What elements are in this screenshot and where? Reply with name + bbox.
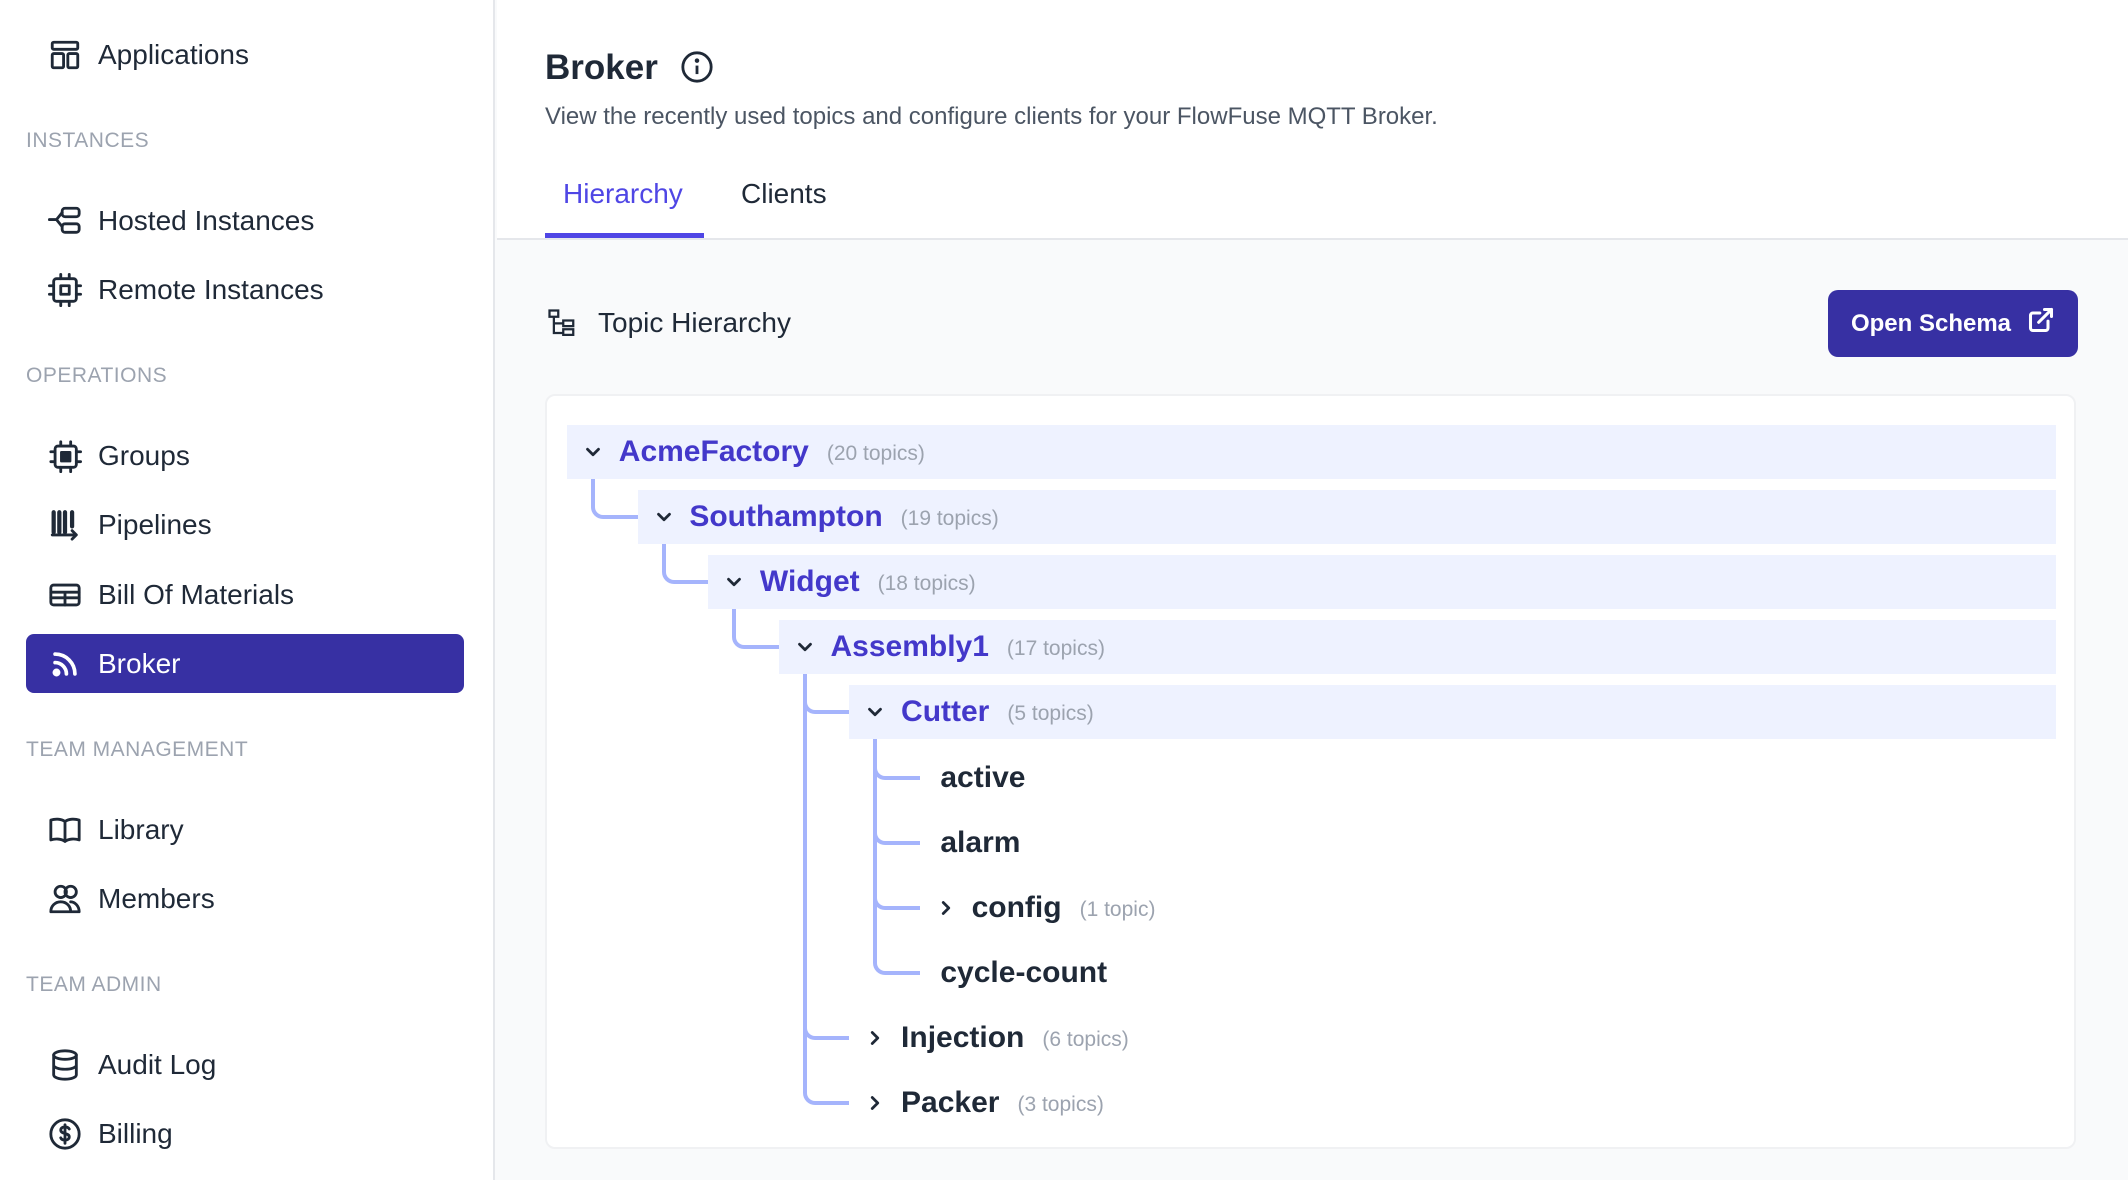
topic-name: Packer <box>901 1086 1000 1120</box>
sidebar-item-label: Audit Log <box>98 1048 217 1080</box>
topic-name: Assembly1 <box>830 630 989 664</box>
topic-name: config <box>971 890 1062 924</box>
topic-name: Cutter <box>901 695 990 729</box>
tab-hierarchy[interactable]: Hierarchy <box>563 178 683 209</box>
hierarchy-icon <box>547 308 577 343</box>
sidebar-item-label: Billing <box>98 1117 173 1149</box>
topic-count: (3 topics) <box>1017 1093 1104 1117</box>
topic-count: (20 topics) <box>826 441 925 465</box>
topic-count: (18 topics) <box>877 572 976 596</box>
tree-node[interactable]: config (1 topic) <box>920 881 2056 935</box>
topic-count: (19 topics) <box>900 507 999 531</box>
sidebar-item-members[interactable]: Members <box>26 869 464 928</box>
tree-node[interactable]: Southampton (19 topics) <box>637 490 2056 545</box>
tree-node[interactable]: Widget (18 topics) <box>708 555 2056 610</box>
dollar-icon <box>47 1116 83 1152</box>
page-subtitle: View the recently used topics and config… <box>545 103 1438 130</box>
groups-chip-icon <box>47 438 83 474</box>
active-tab-indicator <box>545 233 704 238</box>
page-header: Broker View the recently used topics and… <box>497 0 2128 240</box>
sidebar-item-label: Remote Instances <box>98 273 324 305</box>
broadcast-icon <box>47 646 83 682</box>
sidebar-item-pipelines[interactable]: Pipelines <box>26 495 464 554</box>
database-icon <box>47 1047 83 1083</box>
topic-count: (6 topics) <box>1042 1028 1129 1052</box>
sidebar-item-label: Library <box>98 813 184 845</box>
section-heading: TEAM MANAGEMENT <box>26 738 249 761</box>
open-schema-button[interactable]: Open Schema <box>1828 290 2078 357</box>
applications-icon <box>47 37 83 73</box>
sidebar-item-hosted-instances[interactable]: Hosted Instances <box>26 191 464 250</box>
topic-count: (5 topics) <box>1007 702 1094 726</box>
tree-node[interactable]: Assembly1 (17 topics) <box>778 620 2056 675</box>
book-icon <box>47 812 83 848</box>
tree-node[interactable]: AcmeFactory (20 topics) <box>567 424 2056 479</box>
sidebar-item-label: Members <box>98 882 215 914</box>
external-link-icon <box>2027 306 2055 341</box>
tree-node[interactable]: active <box>920 751 2056 805</box>
sidebar-item-audit-log[interactable]: Audit Log <box>26 1035 464 1094</box>
sidebar: Applications INSTANCES Hosted Instances Rem… <box>0 0 495 1180</box>
tree-node[interactable]: cycle-count <box>920 946 2056 1000</box>
sidebar-item-broker[interactable]: Broker <box>26 634 464 693</box>
sidebar-item-remote-instances[interactable]: Remote Instances <box>26 260 464 319</box>
chevron-down-icon[interactable] <box>794 636 816 658</box>
sidebar-item-applications[interactable]: Applications <box>26 25 464 84</box>
sidebar-item-label: Applications <box>98 38 249 70</box>
topic-count: (17 topics) <box>1006 637 1105 661</box>
tree-node[interactable]: Packer (3 topics) <box>849 1076 2055 1130</box>
hosted-instances-icon <box>47 203 83 239</box>
topic-name: Widget <box>759 565 860 599</box>
section-heading: INSTANCES <box>26 129 150 152</box>
users-icon <box>47 881 83 917</box>
page-title: Broker <box>545 48 658 87</box>
table-icon <box>47 577 83 613</box>
section-heading: OPERATIONS <box>26 364 168 387</box>
tree-node[interactable]: alarm <box>920 816 2056 870</box>
sidebar-item-label: Groups <box>98 439 190 471</box>
tab-clients[interactable]: Clients <box>741 178 827 209</box>
topic-name: Southampton <box>689 500 883 534</box>
chevron-right-icon[interactable] <box>864 1092 886 1114</box>
tree-node[interactable]: Cutter (5 topics) <box>849 685 2056 740</box>
pipelines-icon <box>47 507 83 543</box>
sidebar-item-label: Hosted Instances <box>98 204 315 236</box>
chevron-down-icon[interactable] <box>653 506 675 528</box>
sidebar-item-label: Pipelines <box>98 508 212 540</box>
sidebar-item-label: Broker <box>98 647 181 679</box>
topic-name: active <box>940 760 1026 794</box>
chevron-right-icon[interactable] <box>864 1027 886 1049</box>
sidebar-item-bill-of-materials[interactable]: Bill Of Materials <box>26 565 464 624</box>
sidebar-item-billing[interactable]: Billing <box>26 1104 464 1163</box>
section-heading: TEAM ADMIN <box>26 973 162 996</box>
chevron-down-icon[interactable] <box>582 441 604 463</box>
topic-name: AcmeFactory <box>618 434 809 468</box>
chevron-right-icon[interactable] <box>935 897 957 919</box>
chip-icon <box>47 272 83 308</box>
sidebar-item-groups[interactable]: Groups <box>26 426 464 485</box>
chevron-down-icon[interactable] <box>864 701 886 723</box>
sidebar-item-label: Bill Of Materials <box>98 578 295 610</box>
open-schema-label: Open Schema <box>1850 309 2012 337</box>
topic-count: (1 topic) <box>1079 897 1156 921</box>
tree-node[interactable]: Injection (6 topics) <box>849 1011 2055 1065</box>
topic-hierarchy-title: Topic Hierarchy <box>598 307 791 338</box>
topic-name: alarm <box>940 825 1021 859</box>
info-icon[interactable] <box>680 50 714 89</box>
topic-name: cycle-count <box>940 955 1108 989</box>
topic-name: Injection <box>901 1021 1025 1055</box>
chevron-down-icon[interactable] <box>723 571 745 593</box>
sidebar-item-library[interactable]: Library <box>26 800 464 859</box>
